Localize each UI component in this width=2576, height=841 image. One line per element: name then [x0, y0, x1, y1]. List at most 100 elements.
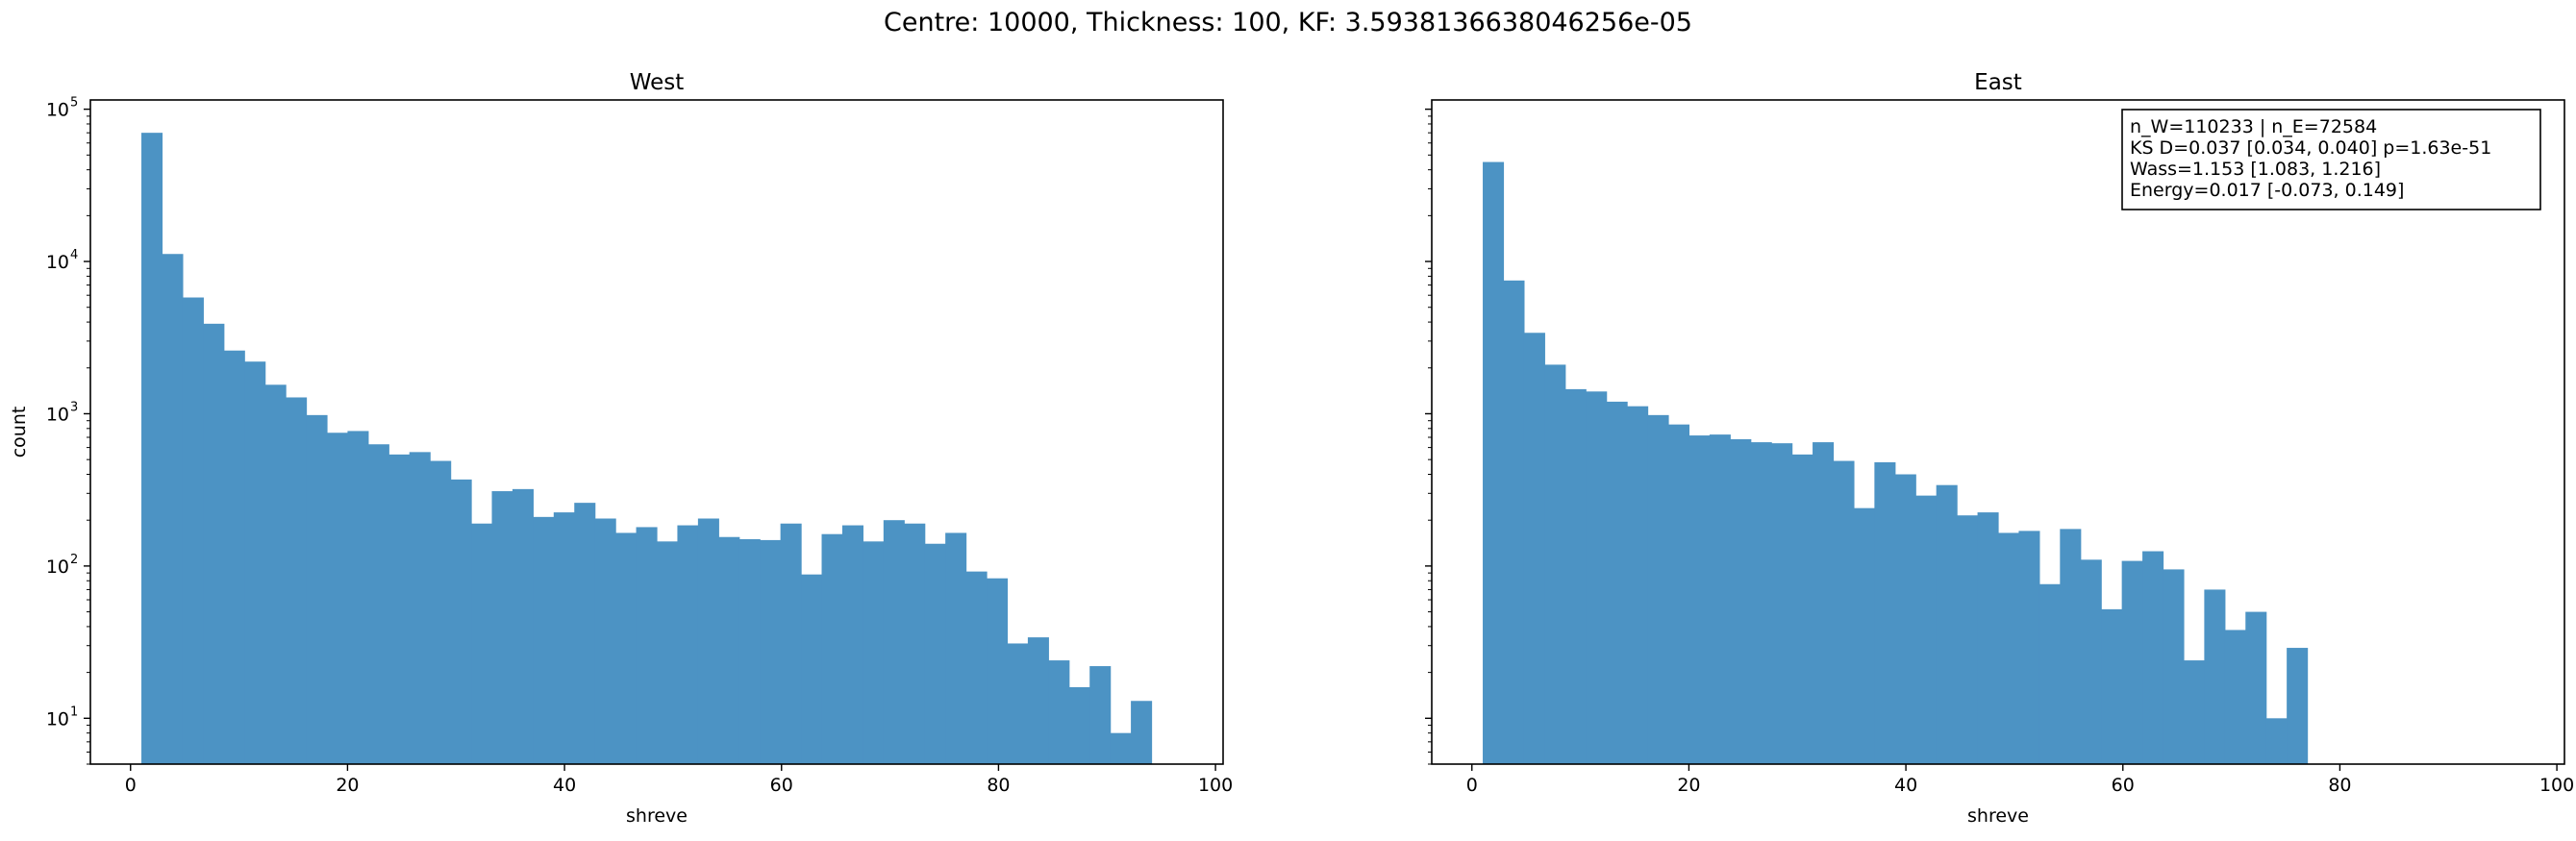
histogram-bar	[615, 532, 638, 764]
axes-frame	[1431, 99, 2565, 765]
histogram-bar	[2224, 630, 2246, 764]
histogram-bar	[1586, 391, 1608, 764]
histogram-bar	[326, 433, 349, 764]
y-axis-label: count	[9, 407, 30, 458]
x-tick-label: 100	[1198, 775, 1233, 796]
histogram-bar	[924, 543, 946, 764]
y-tick-exponent: 4	[70, 248, 78, 262]
histogram-bar	[965, 571, 988, 764]
histogram-bar	[883, 520, 905, 764]
y-tick-label: 10	[46, 404, 69, 425]
histogram-bar	[1483, 161, 1505, 764]
histogram-bar	[286, 397, 308, 764]
histogram-bar	[1027, 637, 1049, 764]
histogram-bar	[1007, 643, 1029, 764]
histogram-bar	[1110, 732, 1132, 764]
x-tick-label: 60	[770, 775, 793, 796]
x-tick-label: 0	[125, 775, 137, 796]
y-tick-exponent: 2	[70, 553, 78, 567]
histogram-bar	[697, 518, 719, 764]
histogram-bar	[182, 297, 204, 764]
histogram-bar	[2183, 660, 2205, 764]
histogram-bar	[1048, 660, 1070, 764]
histogram-bar	[264, 384, 287, 764]
histogram-bar	[1523, 333, 1545, 764]
histogram-bar	[1750, 442, 1772, 764]
histogram-bar	[2121, 560, 2143, 764]
histogram-bar	[1503, 280, 1525, 764]
histogram-bar	[1791, 454, 1813, 764]
histogram-bar	[1936, 484, 1958, 764]
histogram-bar	[1977, 512, 1999, 764]
histogram-bar	[1915, 495, 1938, 764]
histogram-bar	[2060, 529, 2082, 764]
x-tick-label: 100	[2539, 775, 2574, 796]
stats-line: Wass=1.153 [1.083, 1.216]	[2130, 159, 2381, 180]
histogram-bar	[2265, 718, 2288, 764]
stats-box	[2121, 109, 2541, 210]
stats-line: n_W=110233 | n_E=72584	[2130, 116, 2377, 137]
histogram-bar	[1544, 364, 1566, 764]
histogram-bar	[2287, 648, 2309, 764]
histogram-bar	[677, 525, 699, 764]
histogram-bar	[162, 254, 184, 764]
histogram-bar	[1833, 460, 1855, 764]
histogram-bar	[512, 488, 534, 764]
histogram-bar	[2245, 611, 2267, 764]
x-tick-label: 80	[987, 775, 1010, 796]
histogram-bar	[1709, 434, 1731, 764]
histogram-bar	[2142, 551, 2164, 764]
histogram-bar	[636, 527, 658, 764]
histogram-bar	[1564, 388, 1587, 764]
histogram-bar	[388, 454, 411, 764]
histogram-bar	[553, 512, 575, 764]
x-axis-label: shreve	[626, 805, 688, 827]
histogram-bar	[2204, 589, 2226, 764]
histogram-bar	[945, 532, 967, 764]
x-tick-label: 20	[1677, 775, 1700, 796]
histogram-bar	[1688, 435, 1711, 764]
histogram-bar	[2163, 569, 2185, 764]
histogram-bar	[1894, 474, 1916, 764]
histogram-bar	[987, 578, 1009, 764]
y-tick-exponent: 1	[70, 705, 78, 719]
histogram-bar	[2018, 531, 2040, 764]
histogram-bar	[780, 523, 802, 764]
histogram-bar	[533, 516, 555, 764]
x-axis-label: shreve	[1967, 805, 2029, 827]
stats-line: Energy=0.017 [-0.073, 0.149]	[2130, 180, 2404, 201]
histogram-bar	[1131, 701, 1153, 764]
panel-title: West	[630, 70, 685, 95]
histogram-bar	[1813, 442, 1835, 764]
histogram-bar	[141, 133, 163, 764]
histogram-bar	[347, 431, 369, 764]
histogram-bar	[1089, 666, 1112, 764]
y-tick-label: 10	[46, 252, 69, 273]
histogram-bar	[863, 541, 885, 764]
histogram-bar	[1606, 401, 1628, 764]
histogram-bar	[2101, 608, 2123, 764]
y-tick-label: 10	[46, 100, 69, 121]
histogram-bar	[2038, 583, 2061, 764]
histogram-bar	[306, 414, 328, 764]
histogram-bar	[657, 541, 679, 764]
histogram-bar	[1627, 406, 1649, 764]
histogram-bar	[491, 491, 513, 764]
histogram-bar	[801, 574, 823, 764]
histogram-bar	[450, 479, 472, 764]
histogram-bar	[409, 452, 431, 764]
histogram-bar	[760, 539, 782, 764]
histogram-bar	[738, 538, 761, 764]
x-tick-label: 20	[336, 775, 359, 796]
histogram-bar	[1771, 443, 1793, 764]
histogram-bar	[1853, 507, 1875, 764]
figure-title: Centre: 10000, Thickness: 100, KF: 3.593…	[884, 8, 1692, 37]
histogram-bar	[1730, 438, 1752, 764]
histogram-bar	[841, 525, 863, 764]
histogram-bar	[1667, 424, 1690, 764]
histogram-bar	[1874, 461, 1896, 764]
histogram-bar	[821, 533, 843, 764]
axes-frame	[89, 99, 1224, 765]
